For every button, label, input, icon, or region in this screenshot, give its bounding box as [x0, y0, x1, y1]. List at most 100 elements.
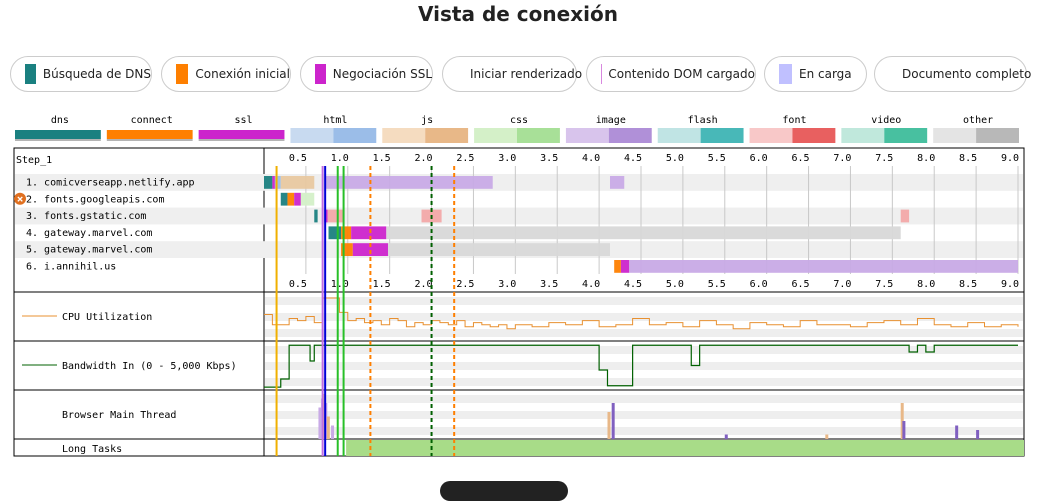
request-segment	[901, 210, 909, 223]
swatch-light	[382, 128, 425, 143]
bandwidth-label: Bandwidth In (0 - 5,000 Kbps)	[62, 361, 237, 372]
x-tick-label-top: 8.5	[959, 153, 977, 164]
swatch-dark	[792, 128, 835, 143]
panel-stripe	[265, 411, 1023, 419]
row-stripe	[15, 208, 1023, 225]
request-segment	[301, 193, 314, 206]
type-legend-swatch	[933, 128, 1019, 143]
swatch-light	[841, 128, 884, 143]
type-legend-label: css	[510, 115, 528, 126]
request-segment	[351, 226, 386, 239]
type-legend-swatch	[290, 128, 376, 143]
panel-stripe	[265, 427, 1023, 435]
request-segment	[287, 193, 294, 206]
x-tick-label-top: 5.5	[708, 153, 726, 164]
request-segment	[294, 193, 301, 206]
x-tick-label-bottom: 2.5	[456, 279, 474, 290]
type-legend-label: other	[963, 115, 993, 126]
x-tick-label-top: 8.0	[917, 153, 935, 164]
swatch-fill	[199, 130, 285, 139]
request-segment	[610, 176, 624, 189]
main-thread-bar	[825, 435, 828, 440]
x-tick-label-bottom: 3.0	[498, 279, 516, 290]
x-tick-label-top: 4.0	[582, 153, 600, 164]
swatch-light	[566, 128, 609, 143]
request-segment	[629, 260, 1018, 273]
request-label: 6. i.annihil.us	[26, 262, 116, 273]
type-legend-swatch	[107, 130, 193, 141]
request-segment	[325, 176, 493, 189]
main-thread-bar	[331, 426, 334, 440]
long-task-bar	[346, 440, 1024, 456]
x-tick-label-top: 9.0	[1001, 153, 1019, 164]
type-legend-label: connect	[131, 115, 173, 126]
request-segment	[621, 260, 629, 273]
x-tick-label-bottom: 6.5	[791, 279, 809, 290]
request-segment	[264, 176, 272, 189]
panel-stripe	[265, 362, 1023, 370]
error-icon-mark: ×	[17, 192, 24, 205]
panel-stripe	[265, 329, 1023, 337]
type-legend-swatch	[382, 128, 468, 143]
swatch-dark	[425, 128, 468, 143]
swatch-light	[474, 128, 517, 143]
x-tick-label-top: 3.5	[540, 153, 558, 164]
x-tick-label-bottom: 4.0	[582, 279, 600, 290]
request-segment	[386, 226, 900, 239]
x-tick-label-bottom: 7.5	[875, 279, 893, 290]
x-tick-label-top: 2.5	[456, 153, 474, 164]
type-legend-swatch	[474, 128, 560, 143]
x-tick-label-top: 4.5	[624, 153, 642, 164]
swatch-dark	[976, 128, 1019, 143]
x-tick-label-top: 5.0	[666, 153, 684, 164]
x-tick-label-bottom: 0.5	[289, 279, 307, 290]
request-label: 1. comicverseapp.netlify.app	[26, 178, 195, 189]
x-tick-label-top: 1.0	[331, 153, 349, 164]
main-thread-bar	[902, 421, 905, 439]
swatch-light	[750, 128, 793, 143]
request-segment	[328, 210, 344, 223]
swatch-light	[933, 128, 976, 143]
panel-stripe	[265, 378, 1023, 386]
x-tick-label-bottom: 7.0	[833, 279, 851, 290]
type-legend-label: js	[421, 115, 433, 126]
type-legend-swatch	[199, 130, 285, 141]
swatch-light	[658, 128, 701, 143]
type-legend-label: font	[782, 115, 806, 126]
main-thread-bar	[607, 412, 610, 439]
cpu-label: CPU Utilization	[62, 312, 152, 323]
x-tick-label-top: 2.0	[414, 153, 432, 164]
x-tick-label-bottom: 3.5	[540, 279, 558, 290]
step-label: Step_1	[16, 155, 52, 166]
type-legend-swatch	[750, 128, 836, 143]
swatch-fill	[107, 130, 193, 139]
x-tick-label-bottom: 4.5	[624, 279, 642, 290]
type-legend-label: dns	[51, 115, 69, 126]
main-thread-bar	[955, 426, 958, 440]
x-tick-label-top: 7.0	[833, 153, 851, 164]
x-tick-label-bottom: 9.0	[1001, 279, 1019, 290]
swatch-edge	[15, 139, 101, 141]
request-segment	[281, 176, 315, 189]
request-segment	[388, 243, 610, 256]
x-tick-label-top: 3.0	[498, 153, 516, 164]
scroll-to-top-button[interactable]	[440, 481, 568, 501]
x-tick-label-bottom: 6.0	[750, 279, 768, 290]
type-legend-swatch	[15, 130, 101, 141]
swatch-dark	[333, 128, 376, 143]
request-segment	[272, 176, 275, 189]
swatch-edge	[199, 139, 285, 141]
request-segment	[314, 210, 317, 223]
request-label: 3. fonts.gstatic.com	[26, 211, 146, 222]
main-thread-bar	[327, 417, 330, 440]
type-legend-label: ssl	[235, 115, 253, 126]
x-tick-label-top: 6.0	[750, 153, 768, 164]
x-tick-label-bottom: 8.0	[917, 279, 935, 290]
type-legend-label: flash	[688, 115, 718, 126]
swatch-dark	[884, 128, 927, 143]
x-tick-label-bottom: 8.5	[959, 279, 977, 290]
long-tasks-label: Long Tasks	[62, 444, 122, 455]
type-legend-swatch	[566, 128, 652, 143]
swatch-dark	[609, 128, 652, 143]
